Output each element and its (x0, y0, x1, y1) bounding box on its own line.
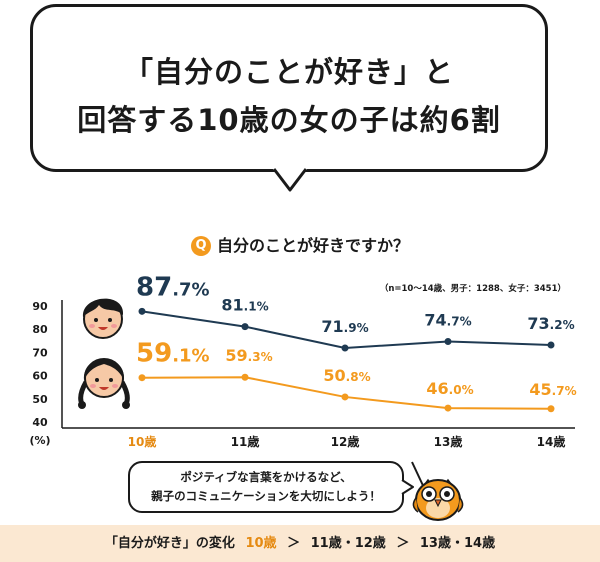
question-badge: Q (190, 236, 211, 256)
data-point-boys (341, 344, 349, 352)
data-label-girls: 46.0% (426, 379, 473, 398)
x-tick-label: 11歳 (231, 434, 260, 449)
girl-face-icon (78, 358, 130, 409)
y-unit-label: (%) (29, 434, 50, 447)
data-label-girls: 45.7% (529, 380, 576, 399)
line-chart: 90 80 70 60 50 40 (%) 10歳 11歳 12歳 13歳 14歳 87.7% 81.… (29, 272, 577, 449)
data-label-girls: 50.8% (323, 366, 370, 385)
data-point-girls (444, 404, 452, 412)
y-axis: 90 80 70 60 50 40 (%) (29, 300, 63, 447)
footer-age-11-12: 11歳・12歳 (310, 536, 386, 551)
advice-bubble-tail (400, 479, 414, 495)
y-tick-label: 60 (32, 370, 48, 383)
data-label-girls: 59.1% (136, 339, 210, 369)
data-point-girls (241, 373, 249, 381)
question-text: 自分のことが好きですか？ (216, 236, 409, 255)
boy-face-icon (82, 298, 124, 339)
data-label-girls: 59.3% (225, 346, 272, 365)
y-tick-label: 90 (32, 300, 48, 313)
data-label-boys: 71.9% (321, 317, 368, 336)
sample-size-note: （n=10～14歳、男子：1288、女子：3451） (379, 284, 566, 294)
advice-line-1: ポジティブな言葉をかけるなど、 (180, 470, 352, 484)
y-tick-label: 50 (32, 393, 48, 406)
y-tick-label: 70 (32, 346, 48, 359)
advice-bubble: ポジティブな言葉をかけるなど、 親子のコミュニケーションを大切にしよう！ (128, 461, 404, 513)
x-tick-label: 10歳 (128, 434, 157, 449)
data-label-boys: 74.7% (424, 310, 471, 329)
footer-age-13-14: 13歳・14歳 (419, 536, 496, 551)
x-axis: 10歳 11歳 12歳 13歳 14歳 (62, 427, 575, 449)
x-tick-label: 14歳 (537, 434, 566, 449)
data-point-boys (444, 337, 452, 345)
footer-age-10: 10歳 (245, 536, 277, 551)
data-label-boys: 73.2% (527, 314, 574, 333)
data-point-girls (341, 393, 349, 401)
advice-line-2: 親子のコミュニケーションを大切にしよう！ (151, 489, 381, 503)
data-label-boys: 81.1% (221, 296, 268, 315)
headline-line-2: 回答する10歳の女の子は約6割 (77, 103, 501, 137)
data-point-boys (241, 323, 249, 331)
headline-bubble: 「自分のことが好き」と 回答する10歳の女の子は約6割 (30, 4, 548, 172)
data-label-boys: 87.7% (136, 272, 210, 302)
footer-gt-2: ＞ (396, 536, 410, 551)
data-point-girls (547, 405, 555, 413)
data-point-boys (138, 307, 146, 315)
survey-question: Q 自分のことが好きですか？ (0, 232, 600, 256)
footer-gt-1: ＞ (287, 536, 301, 551)
bubble-tail (272, 168, 308, 192)
owl-mascot-icon (411, 461, 464, 521)
headline-line-1: 「自分のことが好き」と (123, 55, 454, 89)
y-tick-label: 80 (32, 323, 48, 336)
x-tick-label: 12歳 (331, 434, 360, 449)
x-tick-label: 13歳 (434, 434, 463, 449)
summary-footer: 「自分が好き」の変化 10歳 ＞ 11歳・12歳 ＞ 13歳・14歳 (0, 525, 600, 562)
footer-label: 「自分が好き」の変化 (104, 536, 235, 551)
data-point-girls (138, 374, 146, 382)
series-layer: 87.7% 81.1% 71.9% 74.7% 73.2% 59.1% 59.3% 50.8%… (136, 272, 577, 413)
y-tick-label: 40 (32, 416, 48, 429)
data-point-boys (547, 341, 555, 349)
